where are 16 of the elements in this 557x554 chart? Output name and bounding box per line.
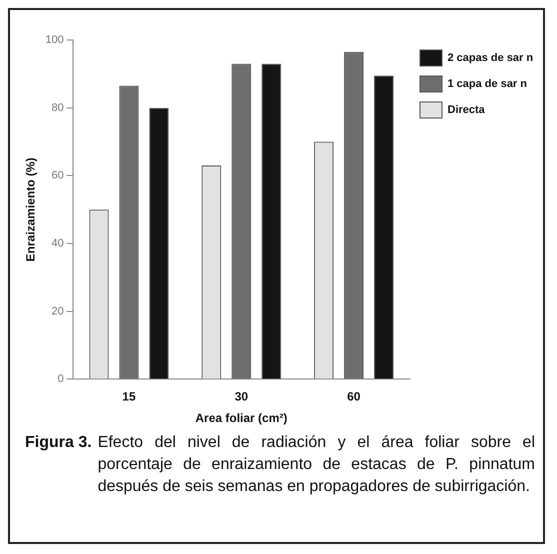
y-tick-label: 80 — [52, 102, 64, 114]
legend-label: 1 capa de sar n — [448, 78, 528, 90]
y-tick-label: 0 — [58, 373, 64, 386]
y-tick-label: 60 — [52, 170, 64, 182]
x-tick-label: 60 — [347, 390, 361, 404]
text: Efecto del nivel de radiación y el área foliar sobre el porcentaje de enraizamiento de estacas de P. pinnatum después de seis semanas en propagadores de subirrigación. — [98, 433, 535, 497]
legend-label: Directa — [448, 104, 486, 116]
x-axis-title: Area foliar (cm²) — [195, 411, 288, 426]
x-tick-label: 15 — [122, 390, 136, 404]
y-tick-label: 20 — [52, 305, 64, 318]
x-tick-label: 30 — [234, 390, 248, 404]
y-axis-title: Enraizamiento (%) — [24, 158, 38, 262]
y-tick-label: 100 — [45, 34, 64, 46]
legend-label: 2 capas de sar n — [448, 52, 534, 64]
text: Figura 3. — [25, 433, 92, 453]
y-tick-label: 40 — [52, 238, 64, 250]
